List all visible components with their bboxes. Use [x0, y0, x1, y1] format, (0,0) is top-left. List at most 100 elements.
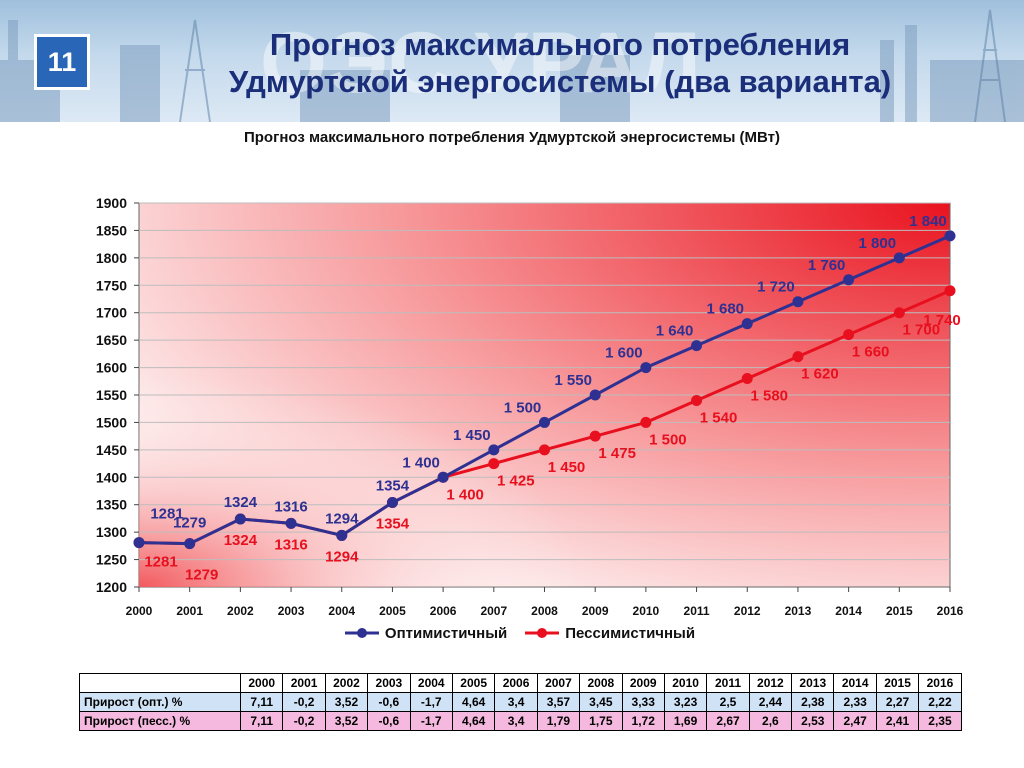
- data-point-optimistic: [944, 230, 956, 242]
- data-point-optimistic: [133, 537, 145, 549]
- slide-number-badge: 11: [34, 34, 90, 90]
- table-header-cell: 2008: [579, 673, 623, 693]
- data-label-optimistic: 1 640: [656, 323, 694, 340]
- table-cell: 3,4: [494, 711, 538, 731]
- legend-item-pessimistic: Пессимистичный: [525, 622, 695, 644]
- table-header-cell: 2011: [706, 673, 750, 693]
- legend-label-optimistic: Оптимистичный: [384, 624, 508, 642]
- data-point-optimistic: [741, 318, 753, 330]
- data-label-pessimistic: 1316: [274, 536, 307, 553]
- data-label-optimistic: 1 680: [706, 301, 744, 318]
- table-row-label: Прирост (песс.) %: [79, 711, 241, 731]
- table-cell: -1,7: [409, 711, 453, 731]
- data-label-optimistic: 1316: [274, 498, 307, 515]
- table-header-cell: 2002: [324, 673, 369, 693]
- data-label-optimistic: 1 720: [757, 279, 795, 296]
- data-label-pessimistic: 1 425: [497, 473, 535, 490]
- data-label-pessimistic: 1 500: [649, 431, 687, 448]
- y-tick-label: 1650: [96, 332, 127, 348]
- x-tick-label: 2003: [278, 604, 305, 618]
- data-point-pessimistic: [741, 373, 753, 385]
- table-cell: 2,67: [706, 711, 750, 731]
- table-header-cell: 2001: [282, 673, 326, 693]
- y-tick-label: 1300: [96, 524, 127, 540]
- table-header-cell: 2016: [918, 673, 962, 693]
- table-cell: -0,6: [367, 711, 411, 731]
- table-header-cell: 2009: [621, 673, 665, 693]
- table-header-cell: 2010: [663, 673, 708, 693]
- table-cell: -0,2: [282, 711, 326, 731]
- data-label-pessimistic: 1 450: [548, 459, 586, 476]
- table-cell: -0,2: [282, 692, 326, 712]
- data-label-optimistic: 1 400: [402, 454, 440, 471]
- data-point-pessimistic: [539, 444, 550, 456]
- x-tick-label: 2011: [684, 604, 710, 618]
- x-tick-label: 2013: [785, 604, 812, 618]
- table-cell: 2,35: [918, 711, 962, 731]
- data-point-optimistic: [488, 444, 500, 456]
- y-tick-label: 1850: [96, 222, 127, 238]
- data-point-pessimistic: [893, 307, 905, 319]
- data-label-pessimistic: 1354: [376, 516, 410, 533]
- table-cell: 2,47: [833, 711, 877, 731]
- x-tick-label: 2007: [480, 604, 507, 618]
- data-label-optimistic: 1281: [150, 506, 183, 523]
- data-point-optimistic: [184, 538, 196, 550]
- data-label-optimistic: 1279: [173, 515, 206, 532]
- x-tick-label: 2016: [937, 604, 964, 618]
- header-banner: ОЭС УРАЛ 11 Прогноз максимального потреб…: [0, 0, 1024, 122]
- x-tick-label: 2004: [328, 604, 355, 618]
- table-cell: 2,38: [791, 692, 835, 712]
- slide-title-line1: Прогноз максимального потребления: [269, 27, 851, 62]
- data-label-pessimistic: 1279: [185, 567, 218, 584]
- data-label-pessimistic: 1 740: [923, 312, 961, 329]
- data-label-optimistic: 1 600: [605, 345, 643, 362]
- table-header-cell: 2006: [494, 673, 538, 693]
- x-tick-label: 2014: [835, 604, 862, 618]
- table-corner-cell: [79, 673, 241, 693]
- x-tick-label: 2002: [227, 604, 254, 618]
- data-point-pessimistic: [792, 351, 804, 363]
- data-label-pessimistic: 1 620: [801, 366, 839, 383]
- table-header-cell: 2007: [536, 673, 581, 693]
- y-tick-label: 1600: [96, 360, 127, 376]
- slide-title-line2: Удмуртской энергосистемы (два варианта): [228, 64, 892, 99]
- chart-title: Прогноз максимального потребления Удмурт…: [243, 129, 781, 146]
- data-point-optimistic: [234, 513, 246, 525]
- table-cell: 3,33: [621, 692, 665, 712]
- table-header-cell: 2005: [451, 673, 496, 693]
- data-point-pessimistic: [488, 458, 500, 470]
- table-cell: 2,53: [791, 711, 835, 731]
- data-point-optimistic: [893, 252, 905, 264]
- data-label-optimistic: 1294: [325, 510, 359, 527]
- data-label-optimistic: 1 840: [909, 213, 947, 230]
- data-point-pessimistic: [589, 430, 601, 442]
- y-tick-label: 1350: [96, 497, 127, 513]
- x-tick-label: 2001: [176, 604, 203, 618]
- data-point-optimistic: [589, 389, 601, 401]
- x-tick-label: 2006: [430, 604, 457, 618]
- table-cell: 3,52: [324, 692, 369, 712]
- data-point-pessimistic: [691, 394, 703, 406]
- y-tick-label: 1550: [96, 387, 127, 403]
- y-tick-label: 1800: [96, 250, 127, 266]
- y-tick-label: 1700: [96, 305, 127, 321]
- x-tick-label: 2010: [633, 604, 660, 618]
- data-label-pessimistic: 1294: [325, 548, 359, 565]
- table-cell: 2,41: [875, 711, 920, 731]
- x-tick-label: 2012: [734, 604, 761, 618]
- data-point-pessimistic: [640, 416, 652, 428]
- table-cell: 2,22: [918, 692, 962, 712]
- line-chart: 1200 1250 1300 1350 1400 1450 1500 1550 1600 1650…: [96, 195, 964, 618]
- table-header-row: 2000 2001 2002 2003 2004 2005 2006 2007 2008 2009…: [79, 673, 962, 693]
- y-tick-label: 1400: [96, 469, 127, 485]
- table-cell: 7,11: [239, 711, 284, 731]
- data-point-optimistic: [640, 362, 652, 374]
- data-point-pessimistic: [843, 329, 855, 341]
- table-cell: 3,23: [663, 692, 708, 712]
- table-cell: 3,45: [579, 692, 623, 712]
- table-cell: 1,69: [663, 711, 708, 731]
- table-cell: 2,6: [748, 711, 793, 731]
- table-cell: 3,52: [324, 711, 369, 731]
- legend-label-pessimistic: Пессимистичный: [565, 624, 696, 642]
